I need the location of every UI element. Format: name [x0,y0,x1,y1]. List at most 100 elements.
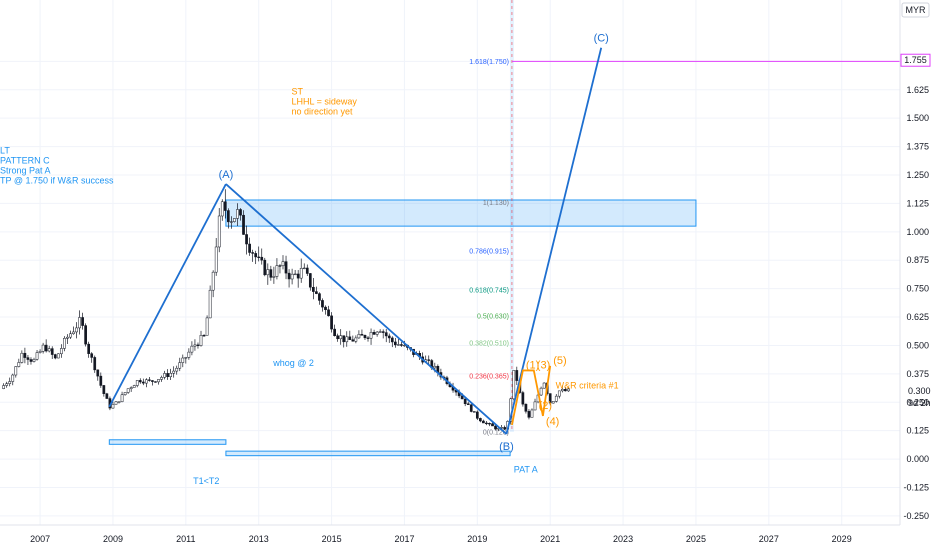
candle-body [154,381,157,383]
price-axis: 1.7501.6251.5001.3751.2501.1251.0000.875… [899,0,932,525]
candle-body [190,345,194,353]
candle-body [324,306,327,311]
candle-body [539,387,543,396]
candle-body [38,351,42,353]
candle-body [35,352,39,360]
candle-body [50,348,54,355]
candle-body [5,383,9,386]
candle-body [202,335,206,337]
candle-body [84,325,87,345]
candle-body [69,333,72,338]
candle-body [384,332,388,337]
candle-body [56,353,60,359]
candle-body [175,367,179,372]
time-axis-background [0,525,932,550]
price-badge-frame [900,53,931,67]
x-tick-label: 2019 [467,534,487,544]
candle-body [129,387,133,389]
candle-body [269,269,273,278]
candle-body [564,389,567,392]
y-tick-label: 1.125 [906,198,929,208]
price-axis-background [900,0,932,525]
sub-wave-label: (1) [526,359,539,371]
y-tick-label: -0.125 [903,483,929,493]
elliott-wave-label: (B) [499,441,514,453]
candle-body [296,273,300,279]
y-tick-label: 1.375 [906,142,929,152]
annotation-text: PAT A [514,465,538,475]
time-axis: 2007 2009 2011 2013 2015 2017 2019 2021 2023 2025… [0,524,932,550]
y-tick-label: 0.750 [906,284,929,294]
candle-body [151,380,154,382]
candle-body [360,334,364,336]
currency-label-group[interactable]: MYR [901,2,930,18]
candle-body [199,335,203,346]
price-candles [2,189,570,432]
candle-body [239,209,242,216]
highlight-boxes [108,199,697,457]
candle-body [293,273,297,276]
candle-body [372,332,376,335]
fib-level-label: 0.5(0.630) [477,313,509,320]
candle-body [524,403,528,412]
candle-body [387,335,391,339]
candle-body [184,357,188,359]
annotation-text: W&R criteria #1 [556,381,619,391]
candle-body [469,404,473,412]
candle-body [181,357,185,363]
candle-body [302,267,306,270]
candle-body [551,401,555,404]
candle-body [321,300,324,308]
candle-body [226,210,230,223]
annotation-line: no direction yet [291,106,353,116]
candle-body [44,344,48,352]
candle-body [163,373,166,378]
candle-body [236,209,239,219]
candle-body [141,381,145,384]
candle-body [120,394,124,402]
candle-body [275,265,279,277]
candle-body [348,336,352,340]
grid [0,0,900,525]
candle-body [375,331,379,335]
candle-body [479,418,482,422]
candle-body [354,337,358,342]
annotation-line: T1<T2 [193,476,219,486]
annotation-text: LT PATTERN C Strong Pat A TP @ 1.750 if W&R… [0,145,114,185]
candle-body [166,373,169,377]
candle-body [87,343,91,354]
candle-body [29,359,33,362]
range-box [225,450,511,457]
candle-body [208,289,212,319]
candle-body [23,352,27,358]
candle-body [378,331,382,333]
fib-level-label: 0.382(0.510) [469,341,509,348]
resistance-zone [225,199,697,227]
x-tick-label: 2027 [759,534,779,544]
sub-wave-label: (4) [546,416,559,428]
candle-body [318,293,321,301]
candle-body [157,379,160,383]
candle-body [287,272,291,280]
x-tick-label: 2023 [613,534,633,544]
candle-body [351,339,355,342]
currency-label: MYR [906,5,927,15]
fibonacci-levels: 1.618(1.750) 1(1.130) 0.786(0.915) 0.618(0.… [469,0,900,436]
candle-body [254,253,258,258]
annotation-line: ST [291,86,303,96]
candle-body [20,352,24,363]
candle-body [327,309,330,317]
candle-body [290,273,294,280]
candle-body [214,246,218,273]
y-tick-label: 1.250 [906,170,929,180]
annotation-line: LT [0,145,10,155]
x-tick-label: 2011 [176,534,195,544]
annotation-line: TP @ 1.750 if W&R success [0,175,114,185]
candle-body [494,425,497,430]
candle-body [90,353,94,358]
candle-body [26,357,30,360]
candle-body [339,335,343,340]
candle-body [475,411,479,419]
